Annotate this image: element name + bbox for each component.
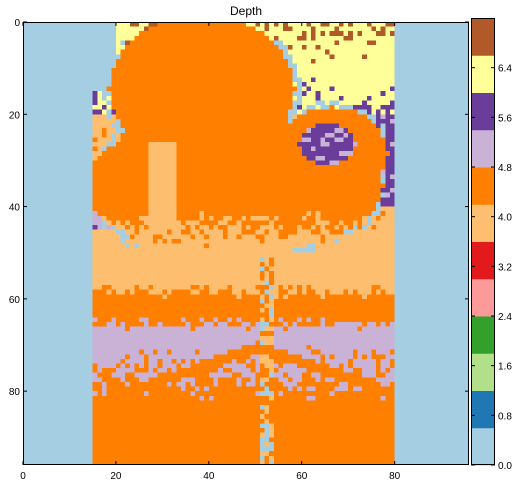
- colorbar-segment: [471, 18, 495, 56]
- colorbar-tick-label: 5.6: [498, 113, 512, 124]
- colorbar-tick-label: 4.0: [498, 213, 512, 224]
- colorbar-segment: [471, 129, 495, 168]
- colorbar-tick-label: 4.8: [498, 163, 512, 174]
- colorbar-segment: [471, 167, 495, 205]
- colorbar-tick-label: 3.2: [498, 262, 512, 273]
- x-tick-label: 80: [389, 471, 401, 482]
- colorbar-segment: [471, 278, 495, 317]
- colorbar: [471, 18, 495, 466]
- colorbar-segment: [471, 390, 495, 429]
- colorbar-tick-label: 0.8: [498, 411, 512, 422]
- y-tick-label: 0: [14, 18, 20, 29]
- colorbar-tick-label: 6.4: [498, 64, 512, 75]
- depth-heatmap: [23, 22, 469, 465]
- heatmap-image: [23, 22, 469, 465]
- colorbar-frame: [471, 18, 495, 465]
- colorbar-axis: 0.0 0.8 1.6 2.4 3.2 4.0 4.8 5.6 6.4: [471, 64, 512, 472]
- colorbar-tick-label: 0.0: [498, 461, 512, 472]
- x-tick-label: 60: [296, 471, 308, 482]
- y-tick-label: 80: [9, 387, 21, 398]
- colorbar-segment: [471, 316, 495, 354]
- colorbar-segment: [471, 353, 495, 391]
- colorbar-segment: [471, 92, 495, 131]
- chart-title: Depth: [230, 4, 262, 18]
- x-axis: 0 20 40 60 80: [20, 22, 401, 482]
- colorbar-tick-label: 2.4: [498, 312, 512, 323]
- colorbar-segment: [471, 55, 495, 93]
- plot-frame: [23, 22, 469, 465]
- y-axis: 0 20 40 60 80: [9, 18, 469, 398]
- x-tick-label: 0: [20, 471, 26, 482]
- x-tick-label: 40: [203, 471, 215, 482]
- y-tick-label: 20: [9, 110, 21, 121]
- colorbar-segment: [471, 241, 495, 280]
- colorbar-segment: [471, 427, 495, 466]
- colorbar-tick-label: 1.6: [498, 362, 512, 373]
- y-tick-label: 60: [9, 295, 21, 306]
- colorbar-segment: [471, 204, 495, 242]
- x-tick-label: 20: [110, 471, 122, 482]
- y-tick-label: 40: [9, 203, 21, 214]
